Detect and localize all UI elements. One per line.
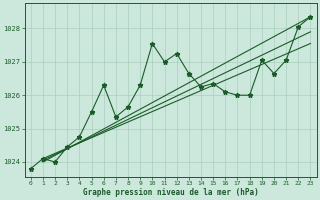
X-axis label: Graphe pression niveau de la mer (hPa): Graphe pression niveau de la mer (hPa) [83,188,259,197]
